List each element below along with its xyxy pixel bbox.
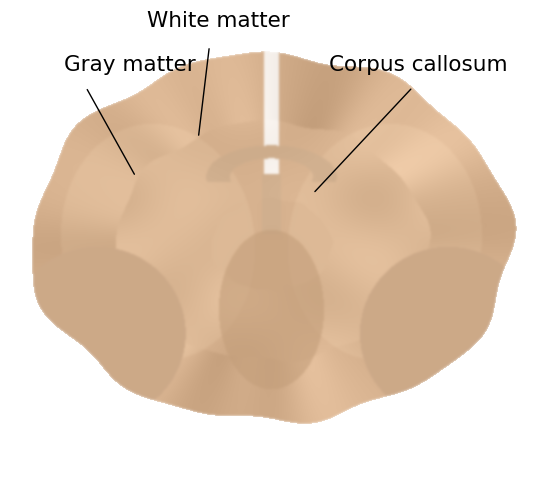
Text: Gray matter: Gray matter: [64, 55, 196, 75]
Text: Corpus callosum: Corpus callosum: [329, 55, 507, 75]
Text: White matter: White matter: [147, 12, 290, 31]
